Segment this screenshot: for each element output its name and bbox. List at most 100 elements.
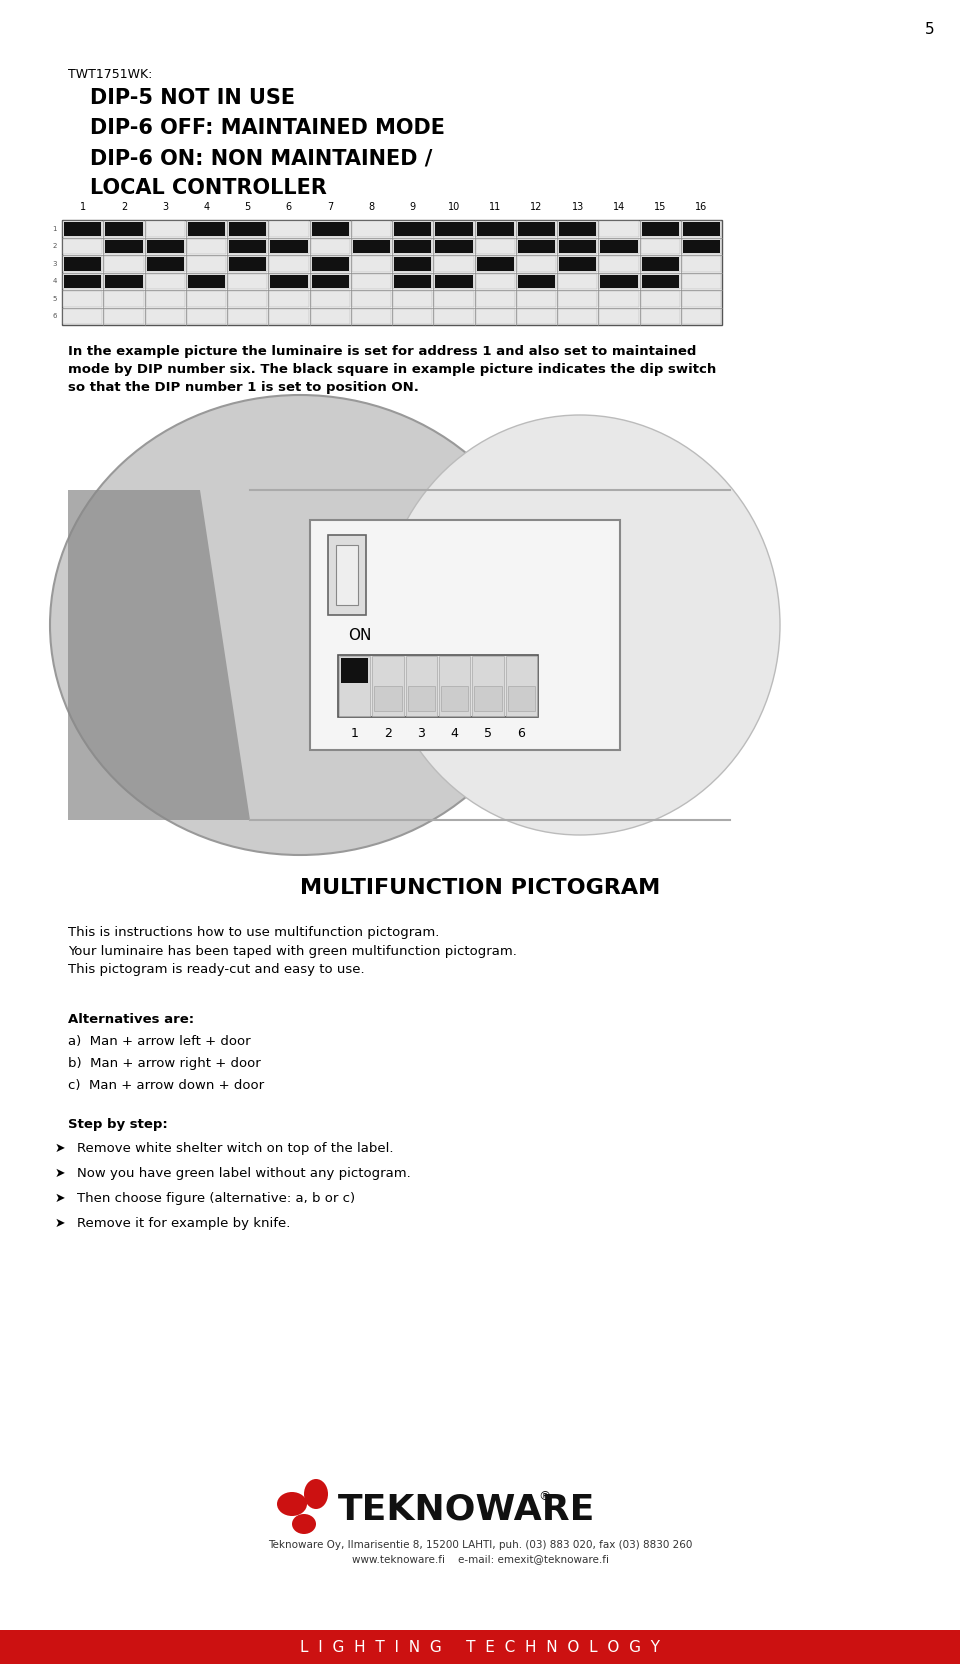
Bar <box>682 291 721 306</box>
Text: 2: 2 <box>384 727 392 740</box>
Bar <box>682 308 721 324</box>
Bar <box>394 256 431 271</box>
Text: ®: ® <box>538 1491 550 1504</box>
Bar <box>393 221 432 236</box>
Bar <box>310 519 620 750</box>
Bar <box>271 275 307 288</box>
Text: MULTIFUNCTION PICTOGRAM: MULTIFUNCTION PICTOGRAM <box>300 879 660 899</box>
Text: a)  Man + arrow left + door: a) Man + arrow left + door <box>68 1035 251 1048</box>
Bar <box>188 221 225 236</box>
Bar <box>434 221 473 236</box>
Text: DIP-6 ON: NON MAINTAINED /: DIP-6 ON: NON MAINTAINED / <box>90 148 432 168</box>
Text: 10: 10 <box>447 201 460 211</box>
Bar <box>682 221 721 236</box>
Bar <box>683 221 720 236</box>
Text: Teknoware Oy, Ilmarisentie 8, 15200 LAHTI, puh. (03) 883 020, fax (03) 8830 260: Teknoware Oy, Ilmarisentie 8, 15200 LAHT… <box>268 1539 692 1549</box>
Bar <box>434 291 473 306</box>
Bar <box>516 291 556 306</box>
Bar <box>641 221 679 236</box>
Bar <box>472 656 504 716</box>
Bar <box>62 220 722 324</box>
Bar <box>394 240 431 253</box>
Text: 4: 4 <box>451 727 459 740</box>
Text: 7: 7 <box>327 201 333 211</box>
Bar <box>558 256 597 271</box>
Text: 3: 3 <box>53 261 57 266</box>
Text: 2: 2 <box>121 201 127 211</box>
Bar <box>105 273 143 290</box>
Bar <box>558 308 597 324</box>
Bar <box>63 221 103 236</box>
Bar <box>516 273 556 290</box>
Bar <box>475 273 515 290</box>
Bar <box>229 256 266 271</box>
Bar <box>147 256 183 271</box>
Bar <box>146 291 184 306</box>
Bar <box>228 221 267 236</box>
Text: 5: 5 <box>245 201 251 211</box>
Bar <box>393 308 432 324</box>
Text: Alternatives are:: Alternatives are: <box>68 1013 194 1027</box>
Text: 1: 1 <box>350 727 359 740</box>
Text: 15: 15 <box>654 201 666 211</box>
Ellipse shape <box>304 1479 328 1509</box>
Bar <box>475 256 515 271</box>
Bar <box>441 686 468 711</box>
Ellipse shape <box>292 1514 316 1534</box>
Bar <box>559 256 596 271</box>
Bar <box>475 308 515 324</box>
Bar <box>558 273 597 290</box>
Bar <box>474 686 502 711</box>
Bar <box>394 221 431 236</box>
Bar <box>311 221 348 236</box>
Bar <box>599 221 638 236</box>
Bar <box>310 256 349 271</box>
Text: 5: 5 <box>53 296 57 301</box>
Text: 9: 9 <box>410 201 416 211</box>
Text: Remove it for example by knife.: Remove it for example by knife. <box>77 1216 290 1230</box>
Bar <box>351 238 391 255</box>
Bar <box>516 308 556 324</box>
Bar <box>187 308 226 324</box>
Bar <box>187 256 226 271</box>
Bar <box>435 221 472 236</box>
Bar <box>435 240 472 253</box>
Bar <box>351 273 391 290</box>
Bar <box>439 656 470 716</box>
Bar <box>374 686 401 711</box>
Text: 6: 6 <box>53 313 57 319</box>
Bar <box>406 656 437 716</box>
Text: DIP-5 NOT IN USE: DIP-5 NOT IN USE <box>90 88 295 108</box>
Bar <box>63 273 103 290</box>
Bar <box>640 256 680 271</box>
Text: L  I  G  H  T  I  N  G     T  E  C  H  N  O  L  O  G  Y: L I G H T I N G T E C H N O L O G Y <box>300 1639 660 1654</box>
Text: b)  Man + arrow right + door: b) Man + arrow right + door <box>68 1057 261 1070</box>
Bar <box>228 238 267 255</box>
Polygon shape <box>68 489 250 820</box>
Bar <box>640 238 680 255</box>
Text: 4: 4 <box>53 278 57 285</box>
Bar <box>682 238 721 255</box>
Bar <box>106 240 142 253</box>
Bar <box>558 291 597 306</box>
Bar <box>682 273 721 290</box>
Ellipse shape <box>277 1493 307 1516</box>
Bar <box>682 256 721 271</box>
Text: ➤: ➤ <box>55 1191 65 1205</box>
Text: LOCAL CONTROLLER: LOCAL CONTROLLER <box>90 178 326 198</box>
Bar <box>558 221 597 236</box>
Bar <box>517 275 555 288</box>
Bar <box>64 256 101 271</box>
Bar <box>146 221 184 236</box>
Bar <box>351 221 391 236</box>
Bar <box>63 291 103 306</box>
Bar <box>599 256 638 271</box>
Text: 16: 16 <box>695 201 708 211</box>
Bar <box>351 308 391 324</box>
Text: ➤: ➤ <box>55 1216 65 1230</box>
Text: 5: 5 <box>925 22 935 37</box>
Text: 5: 5 <box>484 727 492 740</box>
Text: 6: 6 <box>286 201 292 211</box>
Bar <box>64 275 101 288</box>
Text: 11: 11 <box>489 201 501 211</box>
